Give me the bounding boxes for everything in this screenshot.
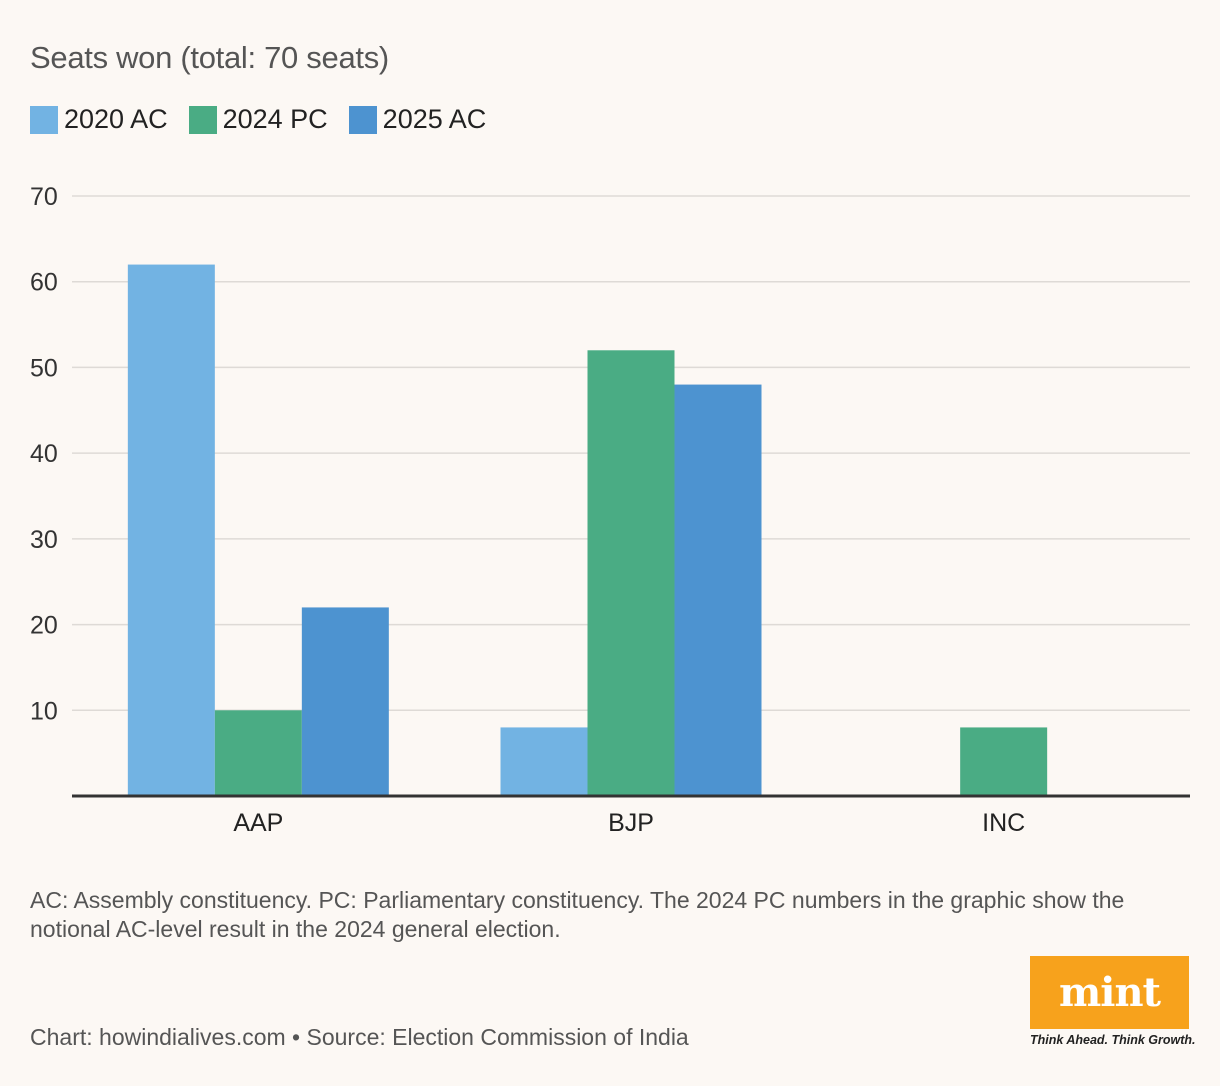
mint-logo-tagline: Think Ahead. Think Growth. — [1030, 1033, 1196, 1047]
bar-bjp-2020-ac — [500, 727, 588, 796]
y-tick-label: 20 — [30, 612, 58, 640]
bar-inc-2024-pc — [960, 727, 1048, 796]
source-credit: Chart: howindialives.com • Source: Elect… — [30, 1024, 689, 1050]
legend-label: 2025 AC — [382, 104, 487, 134]
y-tick-label: 60 — [30, 269, 58, 297]
bar-bjp-2024-pc — [587, 350, 675, 796]
y-tick-label: 70 — [30, 183, 58, 211]
legend-label: 2020 AC — [64, 104, 168, 134]
mint-logo: mint Think Ahead. Think Growth. — [1030, 956, 1196, 1047]
bar-chart: 10 20 30 40 50 60 70 AAP BJP INC — [30, 183, 1190, 837]
x-category-label: INC — [982, 809, 1025, 837]
legend-swatch — [30, 105, 58, 134]
legend-item-0: 2020 AC — [30, 104, 168, 135]
y-tick-label: 50 — [30, 354, 58, 382]
legend-item-2: 2025 AC — [348, 104, 487, 135]
y-tick-label: 40 — [30, 440, 58, 468]
x-category-label: AAP — [233, 809, 283, 837]
footnote: AC: Assembly constituency. PC: Parliamen… — [30, 887, 1125, 942]
legend-item-1: 2024 PC — [188, 104, 328, 135]
chart-title: Seats won (total: 70 seats) — [30, 40, 389, 75]
bar-aap-2025-ac — [301, 607, 389, 796]
legend-swatch — [188, 105, 217, 134]
bar-aap-2020-ac — [127, 264, 215, 797]
legend-label: 2024 PC — [222, 104, 328, 134]
x-category-label: BJP — [608, 809, 654, 837]
y-tick-label: 30 — [30, 526, 58, 554]
mint-logo-mark: mint — [1030, 956, 1189, 1029]
y-tick-label: 10 — [30, 697, 58, 725]
legend-swatch — [348, 105, 377, 134]
bar-aap-2024-pc — [214, 710, 302, 796]
legend: 2020 AC 2024 PC 2025 AC — [30, 104, 507, 135]
bar-bjp-2025-ac — [674, 384, 762, 796]
